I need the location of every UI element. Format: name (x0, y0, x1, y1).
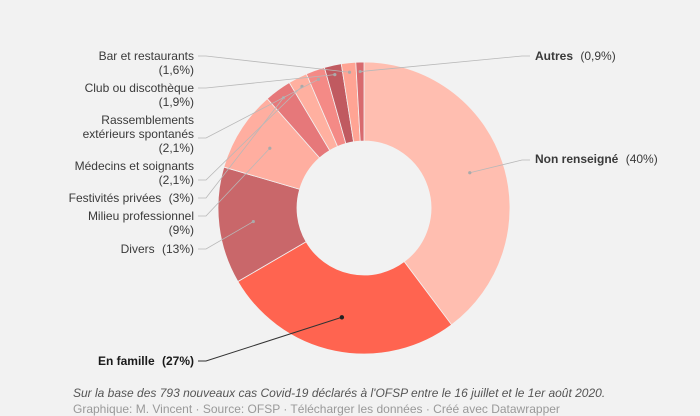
leader-nonrens (469, 159, 530, 174)
leader-medecins (198, 86, 303, 181)
label-club-name: Club ou discothèque (85, 81, 195, 95)
label-divers: Divers (13%) (121, 242, 194, 256)
label-rassemblements: Rassemblements extérieurs spontanés (2,1… (83, 113, 194, 155)
label-festivites: Festivités privées (3%) (69, 191, 194, 205)
donut-chart: Bar et restaurants (1,6%) Club ou discot… (69, 49, 658, 368)
label-medecins-name: Médecins et soignants (75, 159, 194, 173)
svg-text:En famille (27%): En famille (27%) (98, 354, 194, 368)
leader-dot-bar (347, 70, 352, 74)
label-medecins: Médecins et soignants (2,1%) (75, 159, 194, 187)
leader-club (198, 74, 335, 89)
donut-slices (217, 61, 511, 355)
label-divers-name: Divers (121, 242, 155, 256)
leader-divers (198, 221, 254, 250)
leader-dot-divers (251, 219, 255, 224)
leader-autres (360, 55, 530, 72)
label-club-pct: (1,9%) (159, 95, 194, 109)
leader-milieu (198, 148, 271, 217)
svg-text:Non renseigné (40%): Non renseigné (40%) (535, 152, 658, 166)
label-milieu-pct: (9%) (169, 223, 194, 237)
leader-bar (198, 55, 350, 73)
leader-dot-milieu (268, 146, 272, 150)
label-bar: Bar et restaurants (1,6%) (99, 49, 194, 77)
label-famille: En famille (27%) (98, 354, 194, 368)
label-milieu: Milieu professionnel (9%) (88, 209, 194, 237)
label-bar-name: Bar et restaurants (99, 49, 194, 63)
label-rassembl-line1: Rassemblements (101, 113, 194, 127)
leader-rassembl (198, 78, 319, 139)
leader-famille (198, 316, 343, 362)
label-club: Club ou discothèque (1,9%) (85, 81, 195, 109)
leader-lines (198, 55, 530, 362)
slice-famille[interactable] (237, 241, 453, 355)
leader-dot-famille (339, 315, 345, 320)
label-nonrens: Non renseigné (40%) (535, 152, 658, 166)
label-festiv-pct: (3%) (169, 191, 194, 205)
label-rassembl-line2: extérieurs spontanés (83, 127, 194, 141)
label-autres: Autres (0,9%) (535, 49, 616, 63)
label-nonrens-name: Non renseigné (535, 152, 619, 166)
label-famille-pct: (27%) (162, 354, 194, 368)
label-milieu-name: Milieu professionnel (88, 209, 194, 223)
donut-hole (297, 141, 431, 275)
chart-footnote: Sur la base des 793 nouveaux cas Covid-1… (73, 386, 606, 400)
label-bar-pct: (1,6%) (159, 63, 194, 77)
svg-text:Festivités privées (3%): Festivités privées (3%) (69, 191, 194, 205)
label-autres-name: Autres (535, 49, 573, 63)
leader-dot-nonrens (468, 171, 472, 175)
chart-source: Graphique: M. Vincent · Source: OFSP · T… (73, 402, 560, 416)
label-medecins-pct: (2,1%) (159, 173, 194, 187)
leader-dot-club (333, 73, 337, 77)
svg-text:Autres (0,9%): Autres (0,9%) (535, 49, 616, 63)
label-festiv-name: Festivités privées (69, 191, 162, 205)
label-famille-name: En famille (98, 354, 155, 368)
leader-dot-rassembl (316, 77, 321, 81)
leader-dot-autres (358, 69, 362, 74)
label-rassembl-pct: (2,1%) (159, 141, 194, 155)
leader-festiv (198, 97, 284, 199)
svg-text:Divers (13%): Divers (13%) (121, 242, 194, 256)
label-autres-pct: (0,9%) (580, 49, 615, 63)
label-divers-pct: (13%) (162, 242, 194, 256)
label-nonrens-pct: (40%) (626, 152, 658, 166)
